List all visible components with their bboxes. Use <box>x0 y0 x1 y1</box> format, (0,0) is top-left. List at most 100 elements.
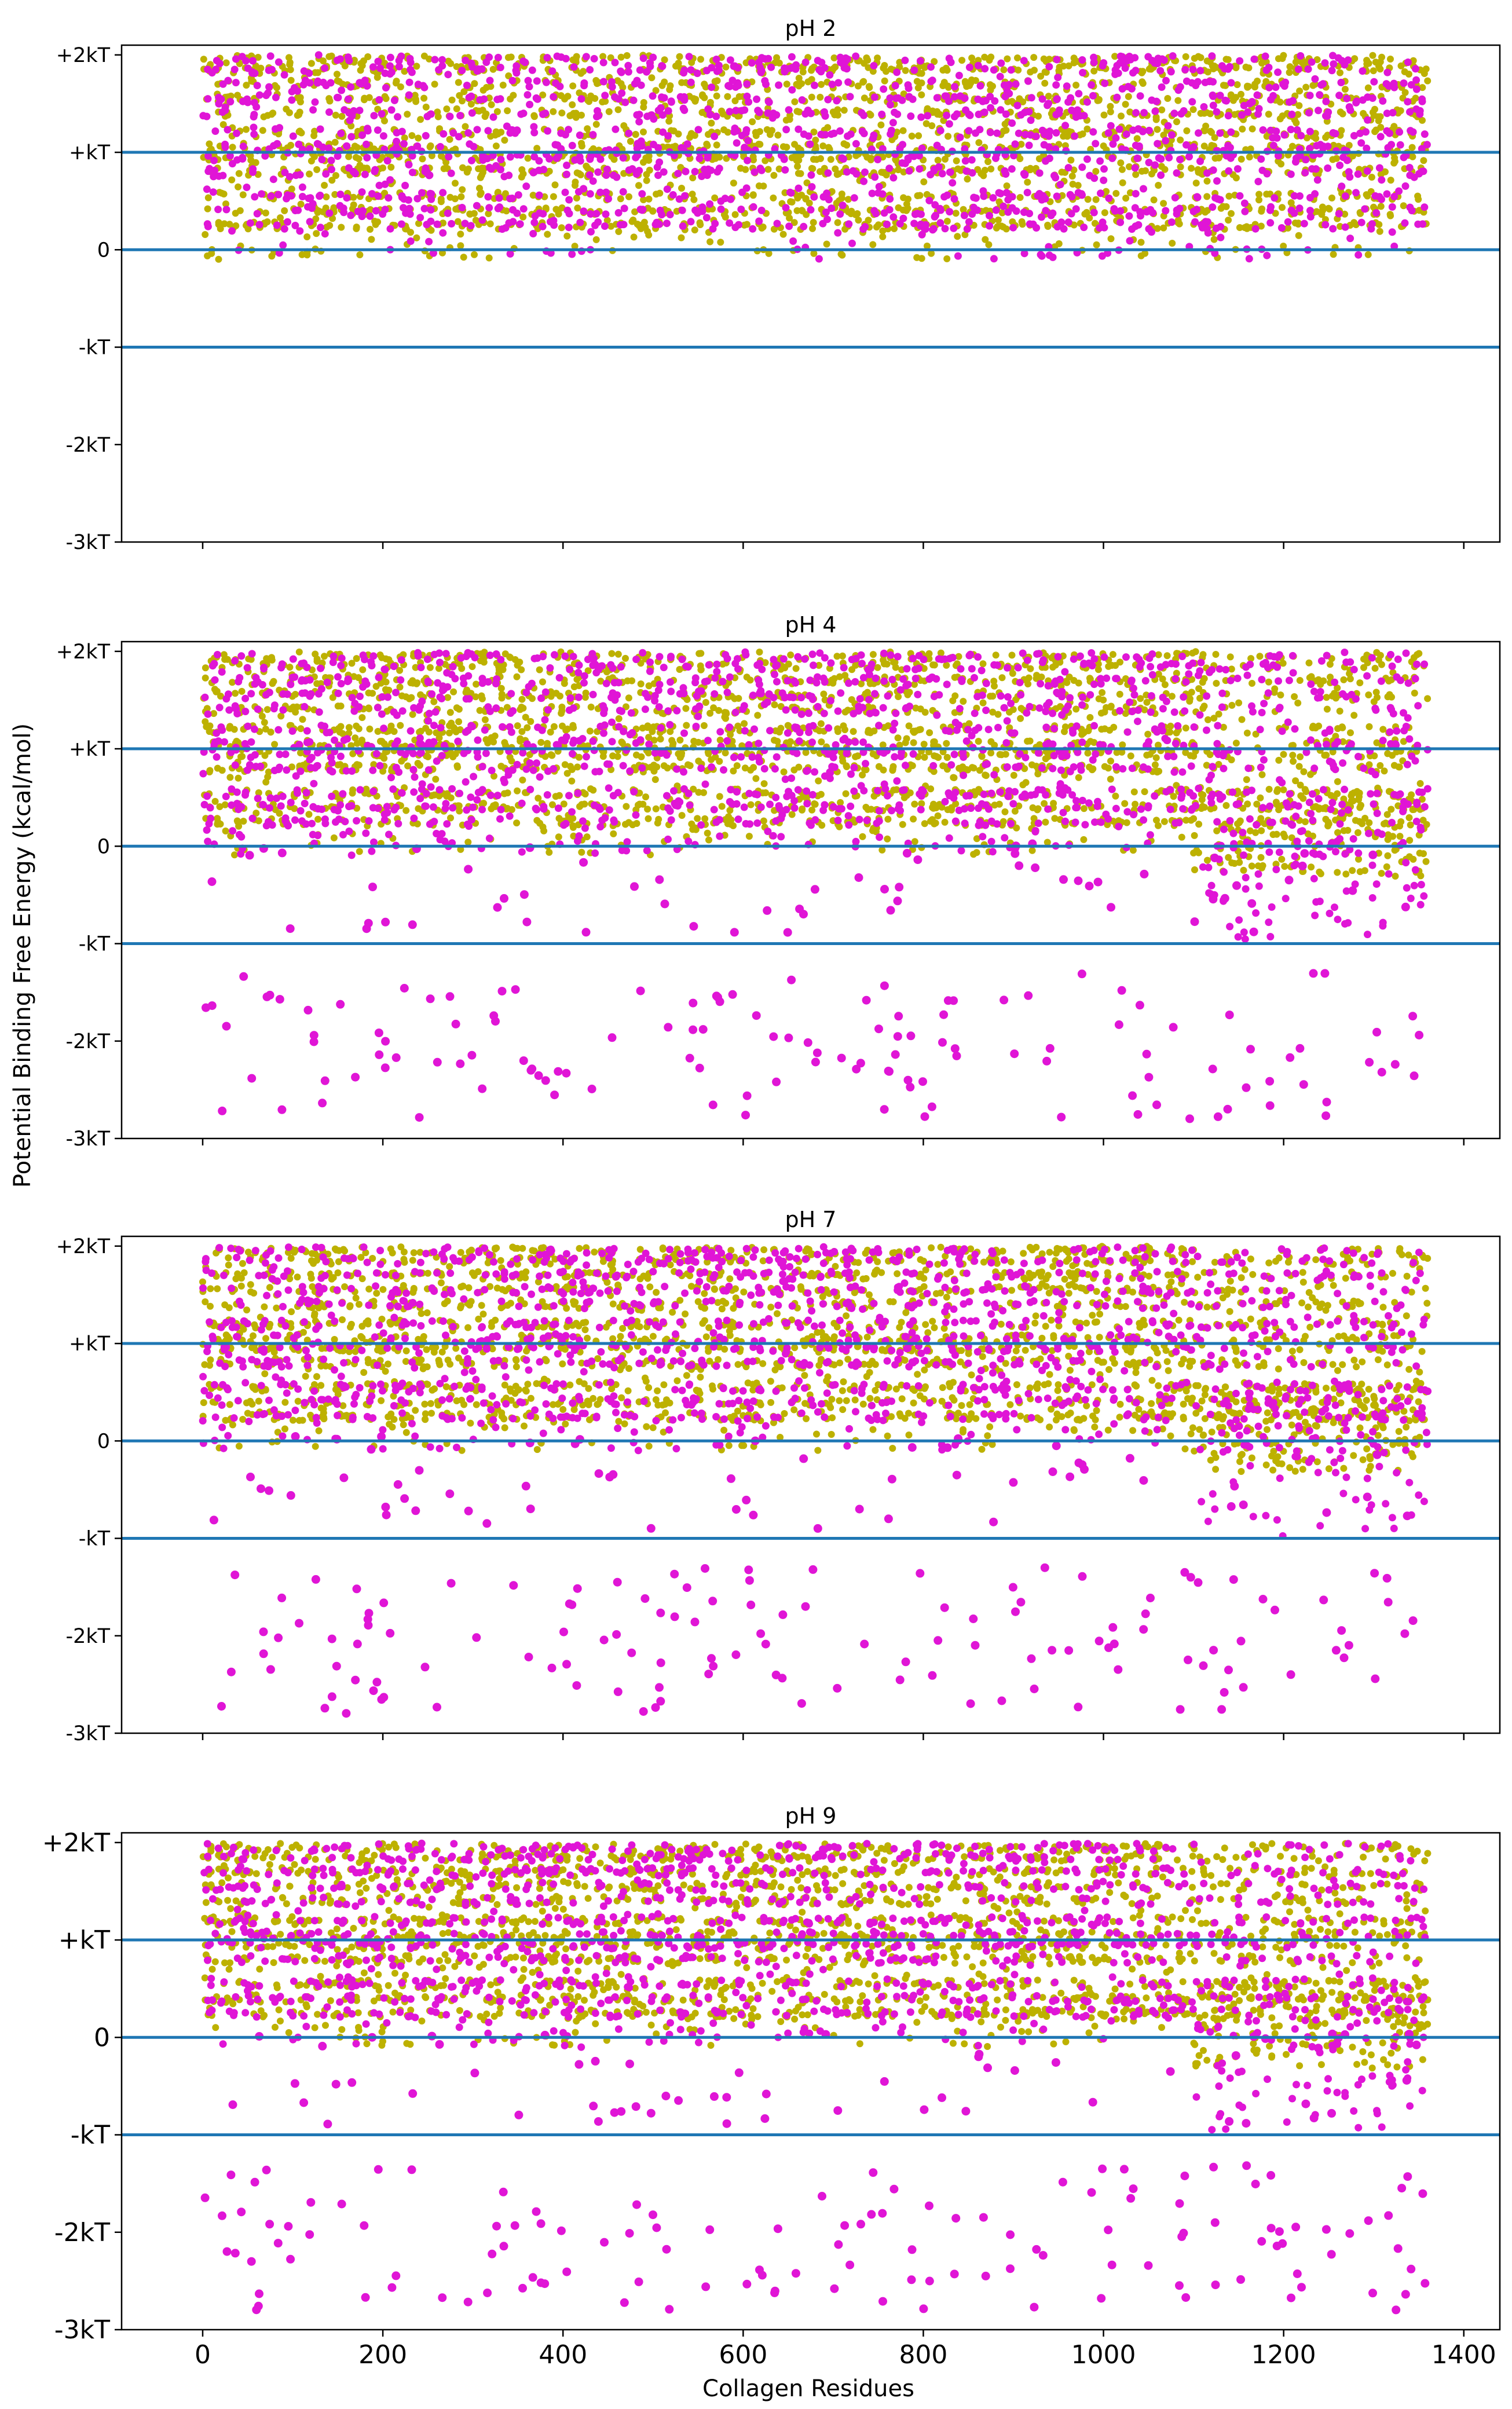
data-point <box>843 168 851 176</box>
data-point <box>443 105 451 113</box>
data-points <box>199 51 1432 263</box>
data-point <box>457 230 464 238</box>
data-point <box>239 191 247 199</box>
data-point <box>834 219 841 226</box>
data-point <box>1132 190 1140 197</box>
data-point <box>512 69 521 77</box>
data-point <box>1222 97 1231 105</box>
data-point <box>1319 142 1327 151</box>
data-point <box>684 761 691 768</box>
data-point <box>219 121 227 129</box>
data-point <box>1053 192 1061 200</box>
data-point <box>431 56 439 64</box>
data-point <box>1116 218 1125 226</box>
data-point <box>1302 83 1310 91</box>
data-point <box>1287 170 1295 178</box>
data-point <box>1293 119 1300 127</box>
data-point <box>287 76 295 84</box>
data-point <box>415 219 422 227</box>
data-point <box>480 95 488 103</box>
data-point <box>1154 225 1161 232</box>
data-point <box>535 191 543 199</box>
data-point <box>693 69 701 78</box>
data-point <box>1251 225 1260 233</box>
data-point <box>711 194 719 202</box>
data-point <box>1238 155 1245 163</box>
data-point <box>1005 90 1013 98</box>
data-point <box>292 691 299 698</box>
data-point <box>1301 169 1309 177</box>
data-point <box>350 193 357 201</box>
data-point <box>1181 65 1189 74</box>
data-point <box>530 153 539 161</box>
data-point <box>781 166 789 174</box>
data-point <box>1107 108 1114 116</box>
data-point <box>1353 97 1361 105</box>
data-point <box>1383 68 1392 76</box>
data-point <box>1000 66 1008 74</box>
data-point <box>303 251 311 259</box>
y-tick-label: -2kT <box>65 434 110 457</box>
data-point <box>910 66 918 74</box>
data-point <box>1063 82 1071 90</box>
data-point <box>964 175 971 183</box>
data-point <box>877 121 885 129</box>
data-point <box>936 127 944 134</box>
data-point <box>657 735 664 743</box>
data-point <box>1068 173 1076 180</box>
data-point <box>636 206 645 214</box>
data-point <box>615 228 623 235</box>
data-point <box>990 255 998 263</box>
data-point <box>329 215 336 222</box>
data-point <box>997 59 1005 67</box>
data-point <box>508 76 517 85</box>
data-point <box>1000 818 1007 825</box>
data-point <box>963 225 971 233</box>
data-point <box>569 82 577 90</box>
data-point <box>1269 91 1277 100</box>
data-point <box>1118 112 1125 120</box>
data-point <box>929 225 938 233</box>
data-point <box>1052 129 1060 137</box>
data-point <box>1357 218 1365 226</box>
data-point <box>252 103 261 111</box>
data-point <box>940 193 949 201</box>
data-point <box>383 157 391 165</box>
data-point <box>744 137 752 145</box>
data-point <box>1225 192 1233 200</box>
data-point <box>408 132 416 140</box>
data-point <box>721 195 729 203</box>
data-point <box>1412 65 1419 73</box>
data-point <box>352 153 360 161</box>
data-point <box>902 67 909 74</box>
data-point <box>899 127 907 134</box>
data-point <box>444 209 452 217</box>
data-point <box>563 170 570 178</box>
data-point <box>648 74 656 82</box>
data-point <box>685 53 693 61</box>
data-point <box>576 218 584 226</box>
data-point <box>471 251 478 258</box>
data-point <box>1396 141 1404 149</box>
data-point <box>834 79 843 87</box>
data-point <box>1286 63 1294 71</box>
data-point <box>755 217 763 225</box>
data-point <box>402 807 410 814</box>
data-point <box>382 84 390 91</box>
data-point <box>361 94 368 102</box>
data-point <box>753 95 761 103</box>
data-point <box>745 833 753 840</box>
data-point <box>526 101 534 108</box>
data-point <box>691 226 698 234</box>
data-point <box>989 82 996 90</box>
data-point <box>1244 83 1251 91</box>
data-point <box>1090 58 1098 67</box>
data-point <box>1233 165 1242 173</box>
data-point <box>401 181 409 189</box>
data-point <box>1026 220 1034 228</box>
data-point <box>1078 56 1086 64</box>
data-point <box>804 132 812 140</box>
data-point <box>350 201 357 208</box>
data-point <box>445 153 453 161</box>
data-point <box>323 193 330 200</box>
